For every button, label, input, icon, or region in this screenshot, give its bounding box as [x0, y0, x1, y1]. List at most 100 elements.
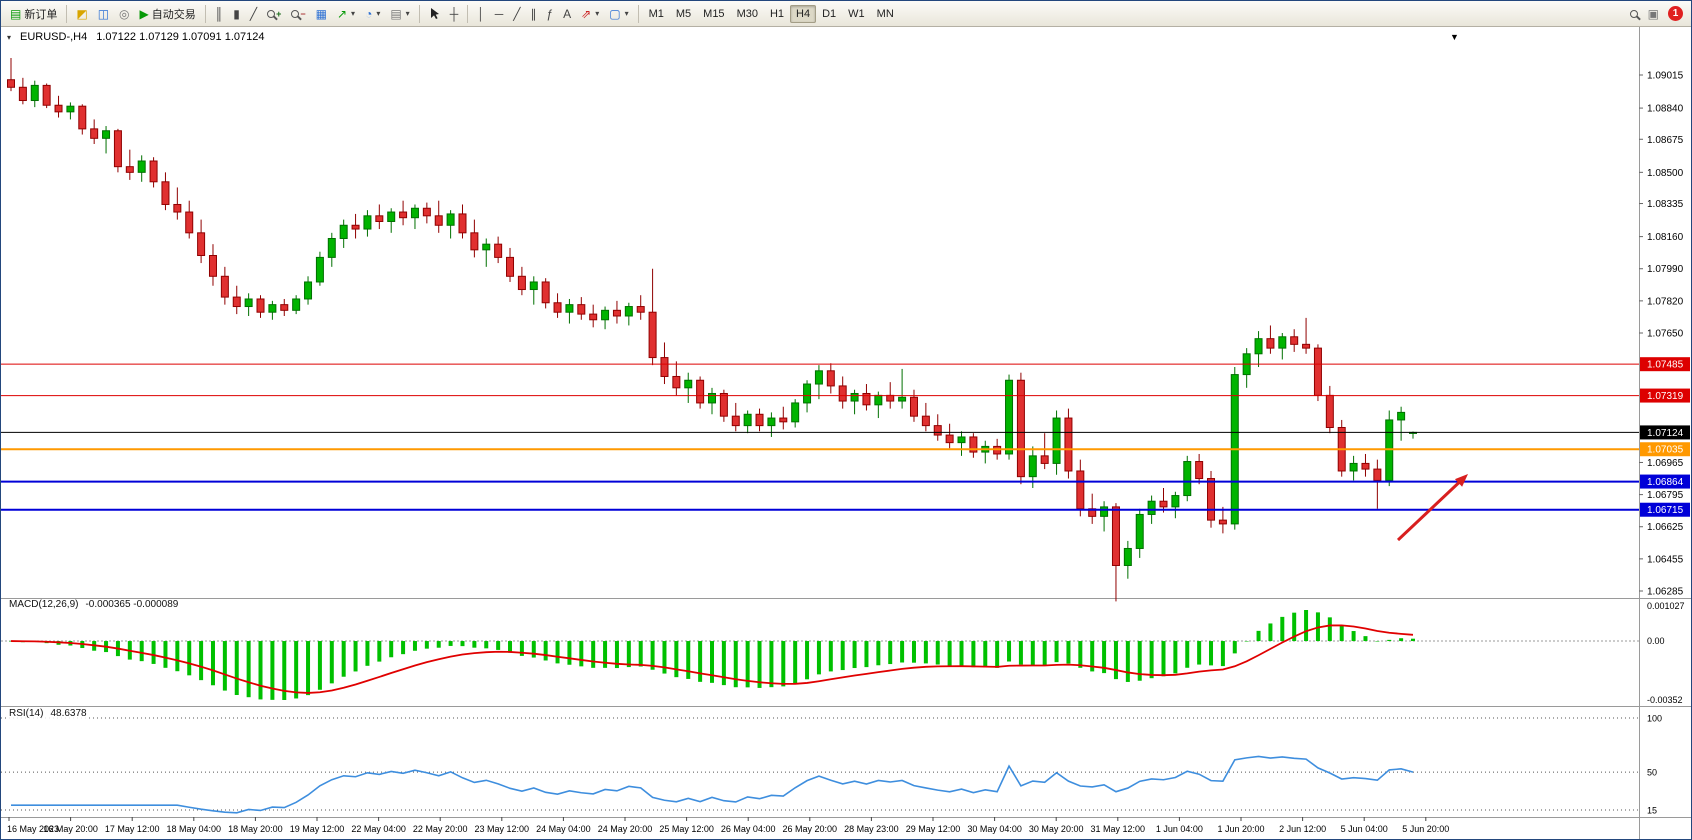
timeframe-h1[interactable]: H1 [769, 7, 785, 20]
trendline-button[interactable]: ╱ [508, 3, 525, 24]
timeframe-h4[interactable]: H4 [790, 4, 817, 23]
svg-text:1.06625: 1.06625 [1647, 522, 1684, 533]
macd-values: -0.000365 -0.000089 [85, 599, 179, 610]
chart-canvas[interactable]: 1.07485 1.07319 1.07124 1.07035 1.06864 1.067… [1, 27, 1691, 839]
horizontal-line-icon: ─ [494, 6, 504, 21]
rsi-title: RSI(14) [9, 708, 44, 719]
search-button[interactable] [1625, 3, 1643, 24]
svg-text:100: 100 [1647, 714, 1662, 724]
svg-text:1.08500: 1.08500 [1647, 168, 1684, 179]
svg-text:5 Jun 20:00: 5 Jun 20:00 [1402, 824, 1449, 834]
data-window-button[interactable]: ◫ [93, 3, 114, 24]
crosshair-button[interactable]: ┼ [445, 3, 464, 24]
svg-text:1.06965: 1.06965 [1647, 458, 1684, 469]
chevron-down-icon: ▾ [595, 9, 600, 18]
templates-button[interactable]: ▤ ▾ [385, 3, 414, 24]
svg-text:1.07485: 1.07485 [1647, 360, 1684, 371]
timeframe-mn[interactable]: MN [876, 7, 894, 20]
channel-button[interactable]: ∥ [525, 3, 541, 24]
svg-text:16 May 20:00: 16 May 20:00 [43, 824, 98, 834]
price-axis[interactable]: 1.09015 1.08840 1.08675 1.08500 1.08335 1.081… [1639, 71, 1684, 598]
svg-text:30 May 20:00: 30 May 20:00 [1029, 824, 1084, 834]
annotation-arrowhead [1454, 474, 1468, 487]
market-watch-button[interactable]: ◩ [71, 3, 92, 24]
auto-trading-label: 自动交易 [151, 8, 196, 21]
svg-text:22 May 04:00: 22 May 04:00 [351, 824, 406, 834]
fibonacci-button[interactable]: ƒ [541, 3, 558, 24]
line-chart-button[interactable]: ╱ [245, 3, 262, 24]
indicators-icon: ↗ [336, 6, 348, 21]
price-badge-support-2 [1640, 502, 1690, 517]
svg-text:0.00: 0.00 [1647, 636, 1665, 646]
svg-text:1.06285: 1.06285 [1647, 587, 1684, 598]
bar-chart-icon: ║ [214, 6, 224, 21]
auto-trading-button[interactable]: ▶ 自动交易 [135, 3, 201, 24]
timeframe-m1[interactable]: M1 [648, 7, 664, 20]
zoom-out-button[interactable]: − [286, 3, 310, 24]
cursor-button[interactable] [424, 3, 445, 24]
template-icon: ▤ [390, 6, 402, 21]
minus-glyph: − [300, 8, 306, 19]
macd-title: MACD(12,26,9) [9, 599, 79, 610]
indicators-button[interactable]: ↗ ▾ [332, 3, 360, 24]
annotation-arrow[interactable] [1396, 478, 1464, 542]
svg-text:26 May 20:00: 26 May 20:00 [783, 824, 838, 834]
candlestick-chart-icon: ▮ [233, 6, 240, 21]
grid-layer [1, 27, 1691, 839]
svg-text:1.07035: 1.07035 [1647, 445, 1684, 456]
timeframe-m5[interactable]: M5 [675, 7, 692, 20]
timeframe-d1[interactable]: D1 [822, 7, 837, 20]
text-tool-button[interactable]: A [558, 3, 576, 24]
zoom-out-icon [291, 9, 300, 18]
chevron-down-icon: ▾ [624, 9, 629, 18]
macd-pane: 0.001027 0.00 -0.00352 [1, 601, 1685, 705]
horizontal-line-button[interactable]: ─ [490, 3, 509, 24]
new-window-button[interactable]: ▣ [1643, 3, 1664, 24]
svg-text:1.06715: 1.06715 [1647, 505, 1684, 516]
vertical-line-button[interactable]: │ [472, 3, 490, 24]
ohlc-values: 1.07122 1.07129 1.07091 1.07124 [96, 31, 265, 43]
timeframe-m30[interactable]: M30 [736, 7, 758, 20]
tile-windows-icon: ▦ [315, 6, 327, 21]
svg-text:1.07650: 1.07650 [1647, 329, 1684, 340]
svg-text:1.07124: 1.07124 [1647, 428, 1684, 439]
fibonacci-icon: ƒ [546, 6, 554, 21]
candles-layer [7, 57, 1417, 602]
svg-text:26 May 04:00: 26 May 04:00 [721, 824, 776, 834]
periods-button[interactable]: ◔ ▾ [360, 3, 385, 24]
svg-text:24 May 20:00: 24 May 20:00 [598, 824, 653, 834]
svg-text:22 May 20:00: 22 May 20:00 [413, 824, 468, 834]
new-order-button[interactable]: ▤ 新订单 [5, 3, 62, 24]
trendline-icon: ╱ [513, 6, 521, 21]
timeframe-m15[interactable]: M15 [703, 7, 725, 20]
chevron-down-icon: ▾ [405, 9, 410, 18]
rsi-line [11, 755, 1414, 814]
new-order-icon: ▤ [10, 6, 22, 21]
chevron-down-icon: ▾ [376, 9, 381, 18]
chart-shift-icon[interactable]: ▼ [1450, 32, 1459, 42]
bar-chart-button[interactable]: ║ [210, 3, 229, 24]
shapes-button[interactable]: ▢ ▾ [604, 3, 633, 24]
svg-text:30 May 04:00: 30 May 04:00 [967, 824, 1022, 834]
timeframe-group: M1 M5 M15 M30 H1 H4 D1 W1 MN [643, 4, 900, 23]
price-badge-resistance-2 [1640, 388, 1690, 403]
timeframe-w1[interactable]: W1 [848, 7, 865, 20]
rsi-label: RSI(14) 48.6378 [7, 708, 89, 719]
arrows-tool-button[interactable]: ⇗ ▾ [576, 3, 604, 24]
toolbar-separator [418, 4, 420, 23]
collapse-icon[interactable]: ▾ [7, 32, 12, 42]
svg-text:1 Jun 20:00: 1 Jun 20:00 [1217, 824, 1264, 834]
svg-text:1.09015: 1.09015 [1647, 71, 1684, 82]
navigator-button[interactable]: ◎ [114, 3, 134, 24]
zoom-in-button[interactable]: + [262, 3, 286, 24]
macd-signal-line [10, 624, 1414, 694]
candlestick-chart-button[interactable]: ▮ [228, 3, 245, 24]
svg-text:18 May 20:00: 18 May 20:00 [228, 824, 283, 834]
toolbar-separator [204, 4, 206, 23]
toolbar-separator [66, 4, 68, 23]
notification-badge[interactable]: 1 [1668, 6, 1683, 21]
svg-text:15: 15 [1647, 805, 1657, 815]
tile-windows-button[interactable]: ▦ [311, 3, 332, 24]
svg-text:1.07990: 1.07990 [1647, 264, 1684, 275]
